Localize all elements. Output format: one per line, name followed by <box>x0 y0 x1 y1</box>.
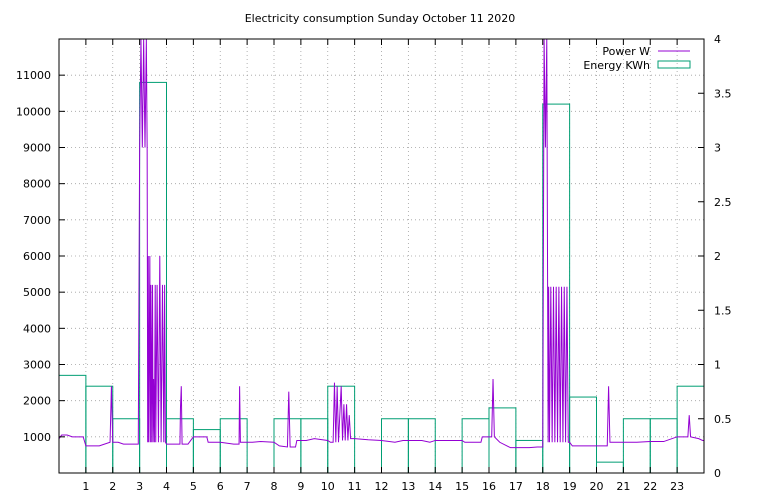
energy-box <box>649 418 678 474</box>
y-tick-label: 8000 <box>23 178 51 191</box>
energy-box <box>85 385 114 474</box>
x-tick-label: 8 <box>271 480 278 493</box>
y2-tick-label: 0 <box>714 467 721 480</box>
y-tick-label: 9000 <box>23 142 51 155</box>
y-tick-label: 5000 <box>23 286 51 299</box>
energy-box <box>300 418 329 474</box>
x-tick-label: 16 <box>482 480 496 493</box>
legend-label-power: Power W <box>602 45 650 58</box>
y2-axis: 0 0.5 1 1.5 2 2.5 3 3.5 4 <box>698 33 732 480</box>
y2-tick-label: 0.5 <box>714 413 732 426</box>
x-tick-label: 14 <box>428 480 442 493</box>
energy-box <box>569 396 597 474</box>
energy-box <box>515 439 544 474</box>
y-tick-label: 11000 <box>16 69 51 82</box>
x-tick-label: 15 <box>455 480 469 493</box>
x-tick-label: 20 <box>590 480 604 493</box>
x-tick-label: 4 <box>163 480 170 493</box>
x-tick-label: 7 <box>244 480 251 493</box>
x-tick-label: 3 <box>136 480 143 493</box>
energy-box <box>407 418 436 474</box>
y-tick-label: 7000 <box>23 214 51 227</box>
legend-swatch-energy <box>657 60 691 69</box>
y-tick-label: 1000 <box>23 431 51 444</box>
y-axis: 1000 2000 3000 4000 5000 6000 7000 8000 9000 1000… <box>16 69 65 444</box>
energy-box <box>219 418 248 474</box>
y-tick-label: 4000 <box>23 322 51 335</box>
x-tick-label: 22 <box>643 480 657 493</box>
y2-tick-label: 2 <box>714 250 721 263</box>
chart-title: Electricity consumption Sunday October 1… <box>245 12 516 25</box>
y-tick-label: 6000 <box>23 250 51 263</box>
x-tick-label: 13 <box>401 480 415 493</box>
x-tick-label: 6 <box>217 480 224 493</box>
x-tick-label: 5 <box>190 480 197 493</box>
x-tick-label: 23 <box>670 480 684 493</box>
energy-box <box>488 407 517 474</box>
legend-label-energy: Energy KWh <box>583 59 650 72</box>
energy-box <box>112 418 141 474</box>
y-tick-label: 10000 <box>16 105 51 118</box>
x-tick-label: 11 <box>348 480 362 493</box>
y2-tick-label: 1 <box>714 359 721 372</box>
energy-box <box>192 429 221 474</box>
x-tick-label: 19 <box>563 480 577 493</box>
y2-tick-label: 4 <box>714 33 721 46</box>
x-tick-label: 21 <box>616 480 630 493</box>
x-tick-label: 12 <box>375 480 389 493</box>
x-tick-label: 1 <box>82 480 89 493</box>
energy-box <box>381 418 409 474</box>
x-tick-label: 17 <box>509 480 523 493</box>
energy-box <box>461 418 490 474</box>
x-axis: 1 2 3 4 5 6 7 8 9 10 11 12 13 14 15 16 17 18 19 20 21 22 23 <box>82 39 684 493</box>
x-tick-label: 9 <box>297 480 304 493</box>
x-tick-label: 10 <box>321 480 335 493</box>
energy-box <box>596 461 624 474</box>
x-tick-label: 2 <box>109 480 116 493</box>
y2-tick-label: 3 <box>714 142 721 155</box>
x-tick-label: 18 <box>536 480 550 493</box>
y2-tick-label: 2.5 <box>714 196 732 209</box>
energy-box <box>58 374 87 474</box>
y-tick-label: 3000 <box>23 359 51 372</box>
power-line <box>58 38 704 449</box>
y-tick-label: 2000 <box>23 395 51 408</box>
y2-tick-label: 1.5 <box>714 304 732 317</box>
y2-tick-label: 3.5 <box>714 87 732 100</box>
energy-box <box>622 418 651 474</box>
power-series <box>58 38 704 449</box>
